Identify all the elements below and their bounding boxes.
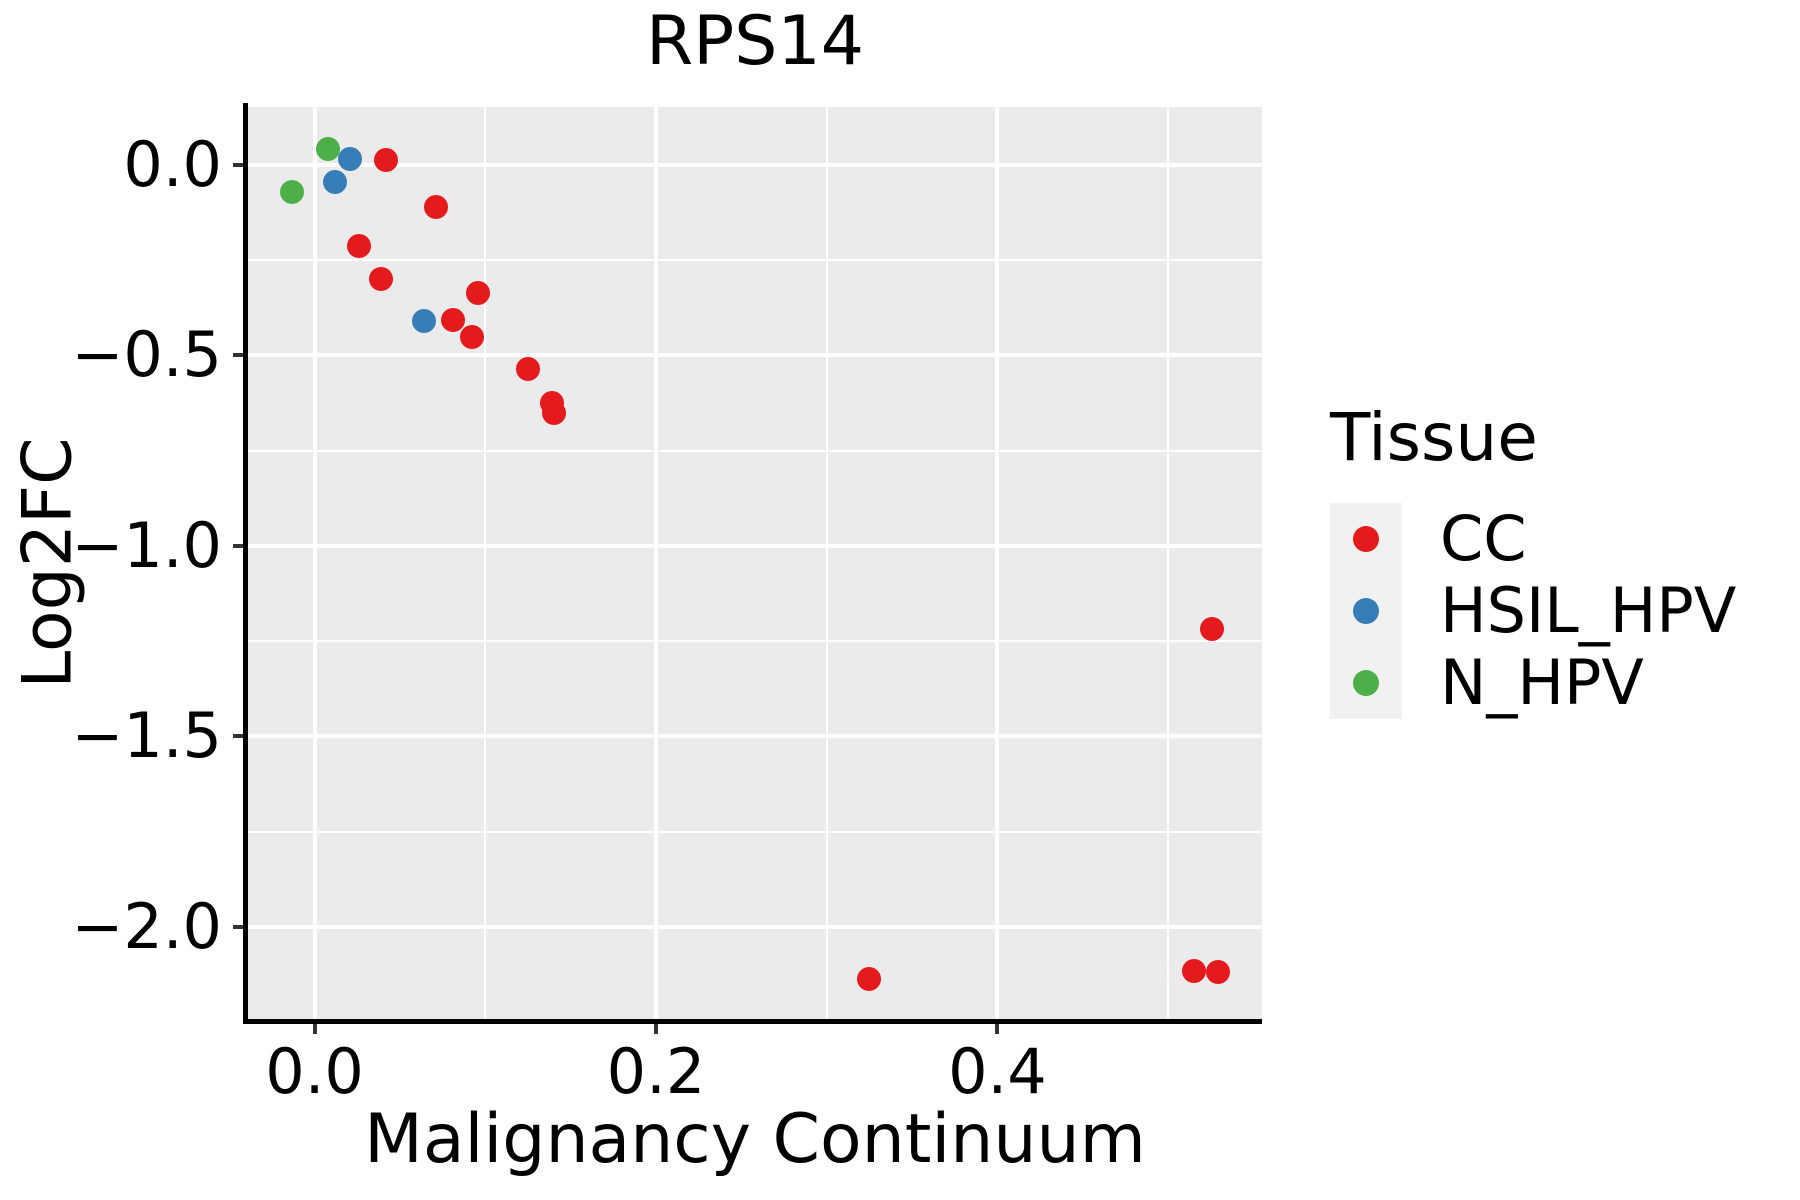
major-gridline [248, 543, 1262, 548]
chart-title: RPS14 [646, 2, 864, 81]
major-gridline [653, 107, 658, 1019]
y-tick-label: −0.5 [71, 318, 222, 392]
data-point-HSIL_HPV [323, 169, 348, 194]
data-point-CC [857, 967, 882, 991]
minor-gridline [248, 259, 1262, 262]
data-point-CC [423, 195, 448, 220]
y-tick-label: −1.5 [71, 699, 222, 773]
data-point-CC [369, 267, 394, 292]
legend-dot-CC [1353, 526, 1379, 552]
data-point-CC [1200, 617, 1225, 642]
x-tick-label: 0.4 [948, 1035, 1047, 1108]
data-point-CC [466, 280, 491, 305]
minor-gridline [248, 830, 1262, 833]
data-point-CC [374, 147, 399, 172]
data-point-CC [515, 357, 540, 382]
x-tick-mark [312, 1024, 317, 1034]
legend-label: CC [1440, 502, 1527, 575]
x-tick-label: 0.0 [265, 1035, 364, 1108]
y-tick-label: −2.0 [71, 889, 222, 963]
data-point-HSIL_HPV [338, 147, 363, 172]
x-tick-mark [995, 1024, 1000, 1034]
legend-label: HSIL_HPV [1440, 574, 1737, 647]
y-tick-mark [233, 734, 243, 739]
data-point-N_HPV [280, 179, 305, 204]
data-point-CC [541, 400, 566, 425]
plot-panel [248, 107, 1262, 1019]
x-axis-title: Malignancy Continuum [364, 1100, 1146, 1179]
x-tick-label: 0.2 [606, 1035, 706, 1108]
legend-key [1330, 647, 1402, 719]
major-gridline [248, 734, 1262, 739]
major-gridline [312, 107, 317, 1019]
data-point-CC [440, 307, 465, 332]
data-point-N_HPV [316, 137, 341, 162]
major-gridline [248, 353, 1262, 358]
data-point-CC [1181, 958, 1206, 983]
y-tick-label: −1.0 [71, 508, 222, 582]
minor-gridline [825, 107, 828, 1019]
y-tick-mark [233, 162, 243, 167]
data-point-CC [459, 325, 484, 350]
minor-gridline [248, 640, 1262, 643]
data-point-CC [346, 234, 371, 259]
major-gridline [248, 924, 1262, 929]
y-tick-mark [233, 543, 243, 548]
y-tick-label: 0.0 [123, 127, 222, 201]
y-axis-title: Log2FC [8, 437, 88, 689]
legend-dot-HSIL_HPV [1353, 598, 1379, 624]
y-axis-line [243, 103, 248, 1024]
legend-key [1330, 575, 1402, 647]
data-point-CC [1205, 959, 1230, 984]
major-gridline [995, 107, 1000, 1019]
legend-title: Tissue [1330, 399, 1538, 476]
major-gridline [248, 162, 1262, 167]
legend-label: N_HPV [1440, 646, 1644, 719]
y-tick-mark [233, 353, 243, 358]
minor-gridline [1167, 107, 1170, 1019]
data-point-HSIL_HPV [411, 309, 436, 334]
minor-gridline [484, 107, 487, 1019]
y-tick-mark [233, 924, 243, 929]
x-tick-mark [653, 1024, 658, 1034]
legend-key [1330, 503, 1402, 575]
legend-dot-N_HPV [1353, 670, 1379, 696]
minor-gridline [248, 449, 1262, 452]
x-axis-line [243, 1019, 1262, 1024]
